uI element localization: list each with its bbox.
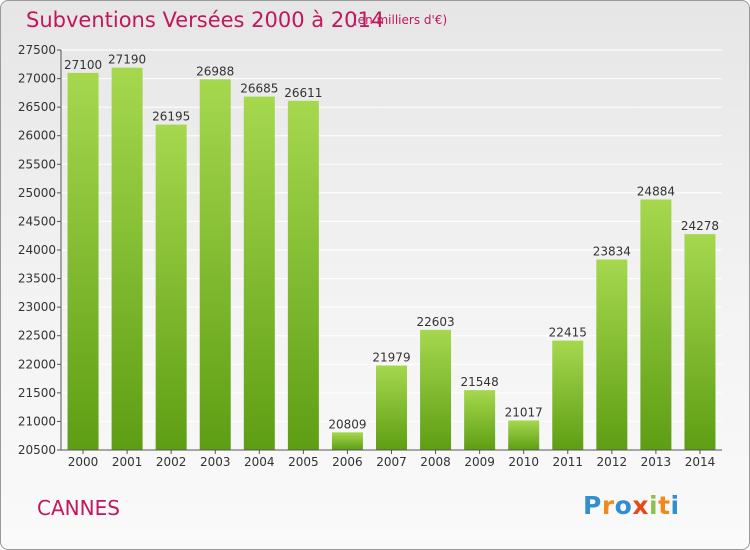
x-tick-label: 2009 xyxy=(464,455,495,469)
bar xyxy=(67,72,99,450)
data-label: 22415 xyxy=(549,326,587,340)
bar xyxy=(596,259,628,450)
data-label: 27190 xyxy=(108,53,146,67)
x-tick-label: 2007 xyxy=(376,455,407,469)
x-tick-label: 2013 xyxy=(641,455,672,469)
x-tick-label: 2008 xyxy=(420,455,451,469)
logo-letter: x xyxy=(632,491,649,520)
y-tick-label: 26000 xyxy=(18,129,56,143)
bar xyxy=(420,329,452,450)
logo-letter: i xyxy=(670,491,680,520)
unit-note: (en milliers d'€) xyxy=(353,13,448,27)
data-label: 26195 xyxy=(152,110,190,124)
bar xyxy=(640,199,672,450)
y-tick-label: 20500 xyxy=(18,443,56,457)
x-tick-label: 2011 xyxy=(552,455,583,469)
data-label: 26611 xyxy=(284,86,322,100)
x-tick-label: 2002 xyxy=(156,455,187,469)
bar xyxy=(331,432,363,450)
axes xyxy=(57,49,722,454)
bar xyxy=(199,79,231,450)
data-label: 26988 xyxy=(196,64,234,78)
bar xyxy=(287,100,319,451)
y-tick-label: 27500 xyxy=(18,43,56,57)
data-label: 21017 xyxy=(505,405,543,419)
data-label: 24884 xyxy=(637,184,675,198)
y-tick-label: 21500 xyxy=(18,386,56,400)
x-tick-label: 2014 xyxy=(685,455,716,469)
labels: 20500 21000 21500 22000 22500 23000 23500 24000… xyxy=(18,43,719,469)
data-label: 20809 xyxy=(328,417,366,431)
y-tick-label: 22000 xyxy=(18,357,56,371)
data-label: 21979 xyxy=(372,350,410,364)
bar xyxy=(552,340,584,450)
data-label: 22603 xyxy=(416,315,454,329)
x-tick-label: 2010 xyxy=(508,455,539,469)
y-tick-label: 23000 xyxy=(18,300,56,314)
y-tick-label: 25500 xyxy=(18,157,56,171)
data-label: 24278 xyxy=(681,219,719,233)
bar xyxy=(155,124,187,451)
bar xyxy=(111,67,143,450)
x-tick-label: 2000 xyxy=(68,455,99,469)
data-label: 21548 xyxy=(461,375,499,389)
bar xyxy=(684,234,716,450)
proxiti-logo: Proxiti xyxy=(583,491,680,520)
city-name: CANNES xyxy=(37,496,120,520)
data-label: 23834 xyxy=(593,244,631,258)
data-label: 26685 xyxy=(240,82,278,96)
y-tick-label: 26500 xyxy=(18,100,56,114)
y-tick-label: 23500 xyxy=(18,272,56,286)
x-tick-label: 2012 xyxy=(597,455,628,469)
y-tick-label: 22500 xyxy=(18,329,56,343)
logo-letter: t xyxy=(658,491,671,520)
bar xyxy=(243,96,275,451)
x-tick-label: 2005 xyxy=(288,455,319,469)
x-tick-label: 2004 xyxy=(244,455,275,469)
logo-letter: r xyxy=(601,491,615,520)
chart-title: Subventions Versées 2000 à 2014 xyxy=(26,8,385,32)
y-tick-label: 24500 xyxy=(18,214,56,228)
y-tick-label: 25000 xyxy=(18,186,56,200)
bar xyxy=(376,365,407,450)
data-label: 27100 xyxy=(64,58,102,72)
logo-letter: o xyxy=(614,491,633,520)
bar xyxy=(464,390,496,450)
y-tick-label: 24000 xyxy=(18,243,56,257)
y-tick-label: 27000 xyxy=(18,72,56,86)
bar xyxy=(508,420,540,450)
x-tick-label: 2006 xyxy=(332,455,363,469)
x-tick-label: 2001 xyxy=(112,455,143,469)
logo-letter: i xyxy=(649,491,659,520)
y-tick-label: 21000 xyxy=(18,414,56,428)
bars xyxy=(67,67,716,451)
logo-letter: P xyxy=(583,491,602,520)
x-tick-label: 2003 xyxy=(200,455,231,469)
